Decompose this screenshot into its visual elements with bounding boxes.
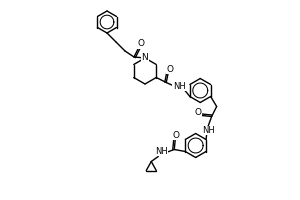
Text: NH: NH (202, 126, 215, 135)
Text: O: O (194, 108, 201, 117)
Text: NH: NH (173, 82, 186, 91)
Text: NH: NH (155, 147, 168, 156)
Text: O: O (167, 65, 174, 74)
Text: O: O (173, 131, 180, 140)
Text: N: N (142, 53, 148, 62)
Text: O: O (137, 40, 145, 48)
